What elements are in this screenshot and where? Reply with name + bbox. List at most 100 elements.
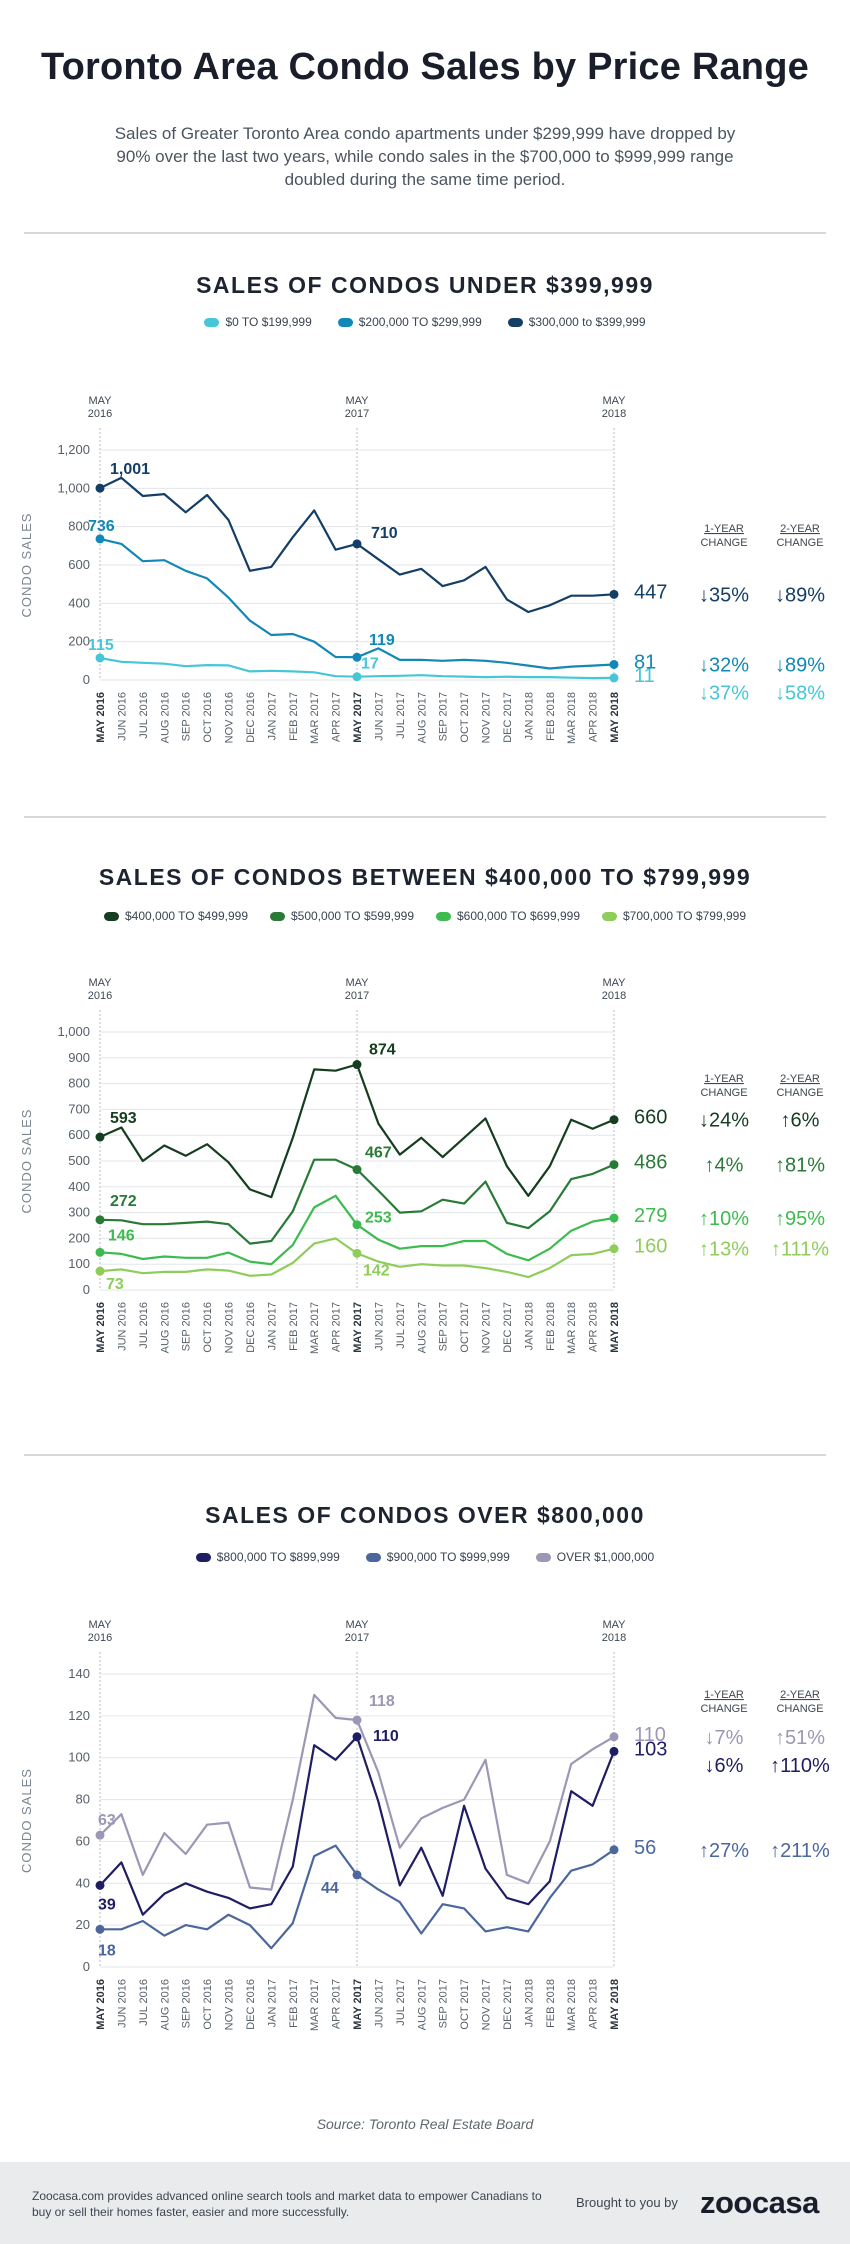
- y-tick-label: 0: [83, 672, 90, 687]
- change-2yr: ↑6%: [781, 1110, 820, 1132]
- period-marker-year: 2016: [88, 990, 112, 1002]
- data-label: 593: [110, 1110, 137, 1127]
- legend-item: $0 TO $199,999: [204, 315, 312, 329]
- data-point: [95, 483, 105, 493]
- data-label: 44: [321, 1880, 339, 1897]
- period-marker-month: MAY: [345, 977, 369, 989]
- data-label: 18: [98, 1942, 116, 1959]
- y-tick-label: 700: [68, 1101, 90, 1116]
- y-tick-label: 400: [68, 1179, 90, 1194]
- period-marker-year: 2018: [602, 408, 626, 420]
- change-2yr: ↑95%: [775, 1208, 825, 1230]
- y-tick-label: 40: [76, 1875, 90, 1890]
- x-tick-label: JUL 2017: [395, 1302, 407, 1349]
- x-tick-label: APR 2017: [331, 692, 343, 742]
- legend-label: $600,000 TO $699,999: [457, 909, 580, 923]
- change-2yr: ↑110%: [770, 1755, 830, 1777]
- source-note: Source: Toronto Real Estate Board: [316, 2116, 534, 2132]
- x-tick-label: JAN 2018: [523, 692, 535, 740]
- legend-item: $200,000 TO $299,999: [337, 315, 482, 329]
- x-tick-label: MAY 2017: [352, 692, 364, 743]
- change-2yr: ↓89%: [775, 654, 825, 676]
- data-label: 486: [634, 1152, 667, 1174]
- period-marker-month: MAY: [88, 977, 112, 989]
- data-label: 73: [106, 1276, 124, 1293]
- x-tick-label: OCT 2017: [459, 692, 471, 743]
- change-2yr: ↑211%: [770, 1840, 830, 1862]
- data-point: [609, 1244, 619, 1254]
- data-point: [95, 534, 105, 544]
- legend-swatch: [365, 1552, 381, 1562]
- x-tick-label: APR 2018: [588, 1302, 600, 1352]
- data-label: 110: [373, 1728, 399, 1745]
- x-tick-label: MAY 2016: [95, 692, 107, 743]
- x-tick-label: OCT 2017: [459, 1302, 471, 1353]
- change-1yr: ↓37%: [699, 682, 749, 704]
- x-tick-label: MAR 2018: [566, 692, 578, 744]
- data-point: [352, 1165, 362, 1175]
- period-marker-month: MAY: [602, 395, 626, 407]
- x-tick-label: JAN 2017: [266, 1979, 278, 2027]
- page-subtitle: Sales of Greater Toronto Area condo apar…: [114, 124, 736, 189]
- data-point: [95, 1880, 105, 1890]
- x-tick-label: FEB 2017: [288, 1979, 300, 2028]
- legend-item: $500,000 TO $599,999: [270, 909, 414, 923]
- x-tick-label: SEP 2016: [181, 1302, 193, 1351]
- x-tick-label: FEB 2018: [545, 1302, 557, 1351]
- y-tick-label: 300: [68, 1205, 90, 1220]
- legend-item: OVER $1,000,000: [535, 1550, 654, 1564]
- data-label: 253: [365, 1210, 392, 1227]
- x-tick-label: NOV 2016: [224, 1302, 236, 1353]
- legend-item: $900,000 TO $999,999: [365, 1550, 510, 1564]
- data-label: 736: [88, 518, 115, 535]
- change-header: 2-YEAR: [780, 523, 820, 535]
- data-point: [352, 1732, 362, 1742]
- period-marker-year: 2016: [88, 408, 112, 420]
- data-label: 56: [634, 1837, 656, 1859]
- x-tick-label: AUG 2016: [159, 1979, 171, 2030]
- data-point: [352, 1248, 362, 1258]
- y-tick-label: 200: [68, 634, 90, 649]
- x-tick-label: MAR 2017: [309, 1302, 321, 1354]
- data-point: [95, 1830, 105, 1840]
- data-point: [95, 1247, 105, 1257]
- x-tick-label: FEB 2018: [545, 692, 557, 741]
- change-1yr: ↑4%: [705, 1155, 744, 1177]
- x-tick-label: SEP 2017: [438, 1302, 450, 1351]
- period-marker-year: 2018: [602, 990, 626, 1002]
- data-label: 467: [365, 1145, 392, 1162]
- chart-title: SALES OF CONDOS UNDER $399,999: [196, 272, 654, 298]
- data-point: [609, 659, 619, 669]
- change-header: 2-YEAR: [780, 1073, 820, 1085]
- x-tick-label: JUN 2017: [373, 692, 385, 741]
- chart-legend: $0 TO $199,999 $200,000 TO $299,999 $300…: [0, 315, 850, 329]
- data-label: 142: [363, 1262, 390, 1279]
- legend-item: $300,000 to $399,999: [507, 315, 646, 329]
- y-tick-label: 120: [68, 1708, 90, 1723]
- change-header: 1-YEAR: [704, 523, 744, 535]
- x-tick-label: JUN 2016: [116, 1302, 128, 1351]
- x-tick-label: FEB 2018: [545, 1979, 557, 2028]
- y-tick-label: 1,000: [57, 1024, 90, 1039]
- x-tick-label: DEC 2016: [245, 1979, 257, 2030]
- y-tick-label: 1,200: [57, 442, 90, 457]
- data-point: [609, 1746, 619, 1756]
- y-tick-label: 60: [76, 1833, 90, 1848]
- x-tick-label: JUL 2017: [395, 1979, 407, 2026]
- legend-label: $300,000 to $399,999: [528, 315, 646, 329]
- x-tick-label: DEC 2016: [245, 1302, 257, 1353]
- x-tick-label: DEC 2017: [502, 1302, 514, 1353]
- x-tick-label: JAN 2017: [266, 1302, 278, 1350]
- change-1yr: ↑10%: [699, 1208, 749, 1230]
- data-label: 17: [361, 656, 379, 673]
- page-title: Toronto Area Condo Sales by Price Range: [41, 46, 809, 88]
- legend-swatch: [535, 1552, 551, 1562]
- zoocasa-logo[interactable]: zoocasa: [700, 2185, 819, 2220]
- legend-item: $800,000 TO $899,999: [195, 1550, 340, 1564]
- data-point: [609, 589, 619, 599]
- legend-item: $700,000 TO $799,999: [602, 909, 746, 923]
- legend-label: $0 TO $199,999: [225, 315, 312, 329]
- data-point: [609, 1732, 619, 1742]
- x-tick-label: DEC 2017: [502, 1979, 514, 2030]
- legend-label: $900,000 TO $999,999: [386, 1550, 510, 1564]
